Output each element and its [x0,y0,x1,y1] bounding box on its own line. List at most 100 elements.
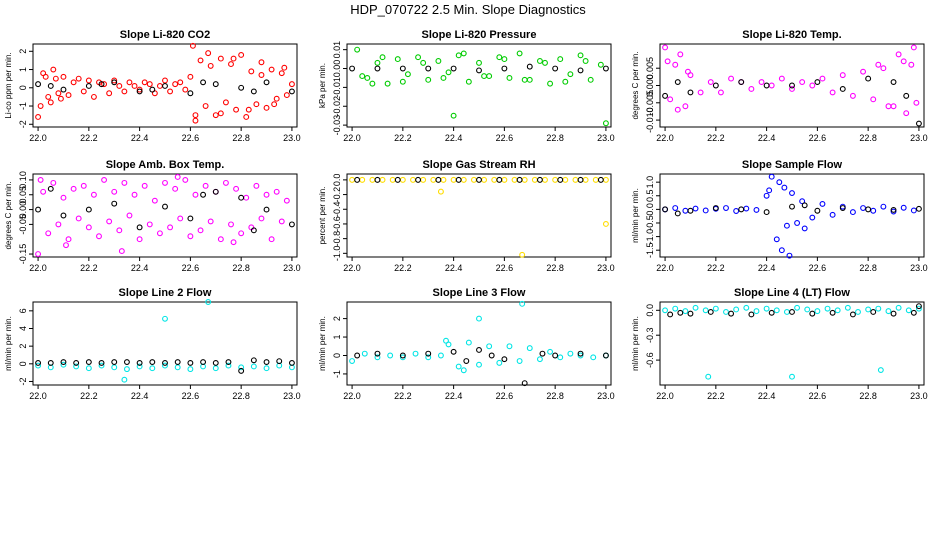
data-point [824,305,831,312]
data-point-black [425,350,432,357]
data-point [526,345,533,352]
data-point [123,366,130,373]
data-point [369,176,376,183]
data-point-black [136,88,143,95]
plot-frame [32,173,298,258]
data-point [582,176,589,183]
data-point [557,354,564,361]
data-point [794,304,801,311]
x-tick-label: 22.2 [394,133,412,143]
x-tick-label: 22.0 [343,391,361,401]
x-tick-label: 22.2 [394,391,412,401]
data-point [217,236,224,243]
x-tick-label: 22.4 [445,391,463,401]
data-point [263,365,270,372]
data-point [258,59,265,66]
data-point [70,185,77,192]
data-point-black [47,83,54,89]
data-point [849,92,856,99]
data-point-black [162,203,168,210]
data-point [486,343,493,350]
data-point [90,93,97,100]
data-point [702,307,709,314]
y-tick-label: -0.4 [332,201,342,217]
data-point [455,363,462,370]
data-point [455,52,462,59]
data-point-black [149,359,156,365]
data-point [253,101,260,108]
panel-grid: Slope Li-820 CO2 22.0 22.2 22.4 22.6 22.8 23.0… [4,29,928,401]
y-axis-label: degrees C per min. [4,181,13,249]
data-point [908,61,915,68]
data-point [111,188,118,195]
y-tick-label: -0.15 [18,244,28,265]
data-point [212,112,219,119]
data-point-black [865,206,872,213]
data-point [723,205,729,211]
y-tick-label: 0.00 [332,60,342,78]
data-point [582,58,589,64]
data-point [197,57,204,64]
data-point [531,176,538,183]
data-point-black [890,79,897,85]
data-point [278,70,285,77]
data-point [101,176,108,183]
data-point [465,339,472,346]
y-tick-label: 2 [332,316,342,321]
figure-title: HDP_070722 2.5 Min. Slope Diagnostics [350,2,586,17]
data-point-black [687,310,694,317]
data-point [664,58,671,65]
y-tick-label: 0.0 [645,304,655,317]
data-point [273,95,280,102]
data-point [496,359,503,366]
data-point-black [712,205,719,211]
data-point [197,227,204,234]
data-point [283,92,290,99]
data-point [217,55,224,62]
data-point [809,214,816,221]
panel-title: Slope Line 2 Flow [119,287,212,299]
data-point [162,315,168,322]
data-point [420,59,427,66]
y-tick-label: 0.0 [645,203,655,216]
data-point [80,88,87,95]
data-point-black [354,352,361,359]
data-point [202,182,209,189]
data-point-black [288,359,295,366]
data-point [567,350,574,357]
y-tick-label: -0.3 [645,327,655,343]
y-tick-label: -0.2 [332,187,342,203]
y-tick-label: 0 [18,85,28,90]
data-point [141,79,148,86]
data-point [430,176,437,183]
data-point-black [748,311,755,318]
data-point [870,96,877,103]
x-tick-label: 22.4 [131,391,149,401]
data-point [412,350,419,357]
x-tick-label: 22.4 [758,133,776,143]
x-tick-label: 23.0 [283,263,301,273]
data-point-black [263,359,270,365]
data-point [521,176,528,183]
data-point [547,348,554,355]
data-point [118,248,125,255]
data-point [47,99,54,106]
data-point [361,350,368,357]
x-tick-label: 22.4 [445,133,463,143]
y-tick-label: -0.03 [332,115,342,136]
data-point [743,205,750,212]
data-point-black [60,86,67,93]
panel-1: Slope Li-820 CO2 22.0 22.2 22.4 22.6 22.8 23.0… [4,29,301,143]
y-tick-label: -2 [18,377,28,385]
data-point-black [450,65,457,72]
data-point-black [374,176,381,183]
data-point [60,194,67,201]
data-point [547,80,554,87]
data-point [844,304,851,311]
x-tick-label: 22.8 [859,133,877,143]
panel-2: Slope Li-820 Pressure 22.0 22.2 22.4 22.6 22.… [318,29,615,143]
data-point [268,236,275,243]
x-tick-label: 22.8 [232,391,250,401]
data-point-black [162,359,168,366]
data-point [230,239,237,246]
